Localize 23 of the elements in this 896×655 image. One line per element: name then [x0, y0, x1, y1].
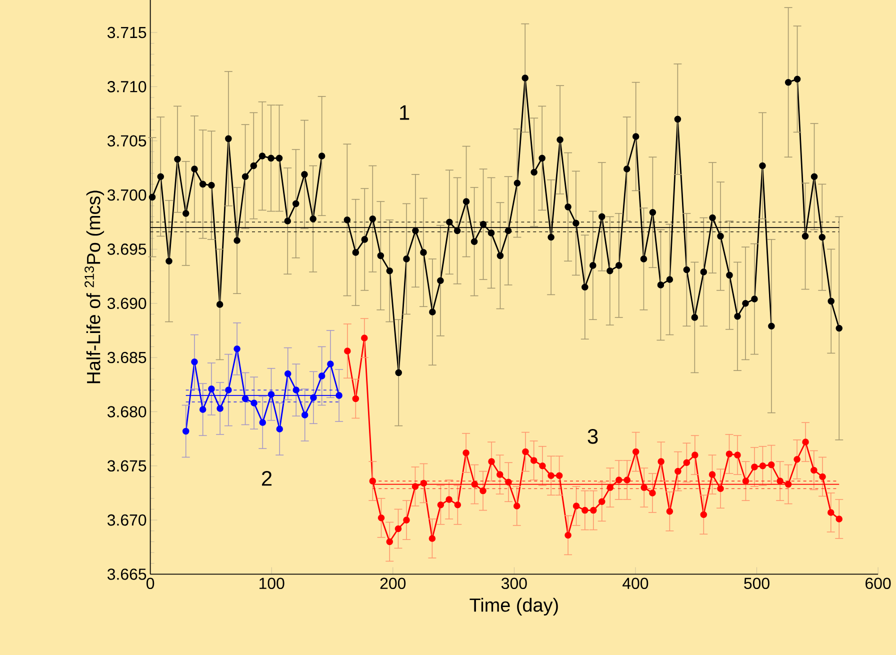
y-tick-label: 3.695 — [107, 244, 146, 255]
annotation: 3 — [588, 429, 598, 444]
x-tick-label: 300 — [501, 578, 527, 590]
y-tick-label: 3.675 — [107, 460, 146, 472]
y-tick-label: 3.710 — [107, 81, 146, 92]
annotation: 1 — [400, 105, 410, 120]
y-axis-title: Half-Life of $^{213}$Po (mcs) — [84, 190, 104, 384]
x-axis-title: Time (day) — [470, 598, 558, 616]
x-tick-label: 200 — [380, 578, 406, 590]
x-tick-label: 0 — [146, 578, 154, 590]
y-tick-label: 3.665 — [107, 568, 146, 580]
y-tick-label: 3.690 — [107, 298, 146, 310]
y-tick-label: 3.685 — [107, 352, 146, 364]
y-tick-label: 3.705 — [107, 135, 146, 147]
x-tick-label: 100 — [260, 578, 284, 590]
x-tick-label: 400 — [622, 578, 648, 590]
x-tick-label: 600 — [866, 578, 891, 590]
y-tick-label: 3.680 — [107, 406, 146, 418]
y-tick-label: 3.700 — [107, 189, 146, 201]
x-tick-label: 500 — [744, 578, 770, 590]
y-tick-label: 3.715 — [107, 26, 146, 38]
y-tick-label: 3.670 — [107, 514, 146, 526]
annotation: 2 — [262, 471, 272, 486]
